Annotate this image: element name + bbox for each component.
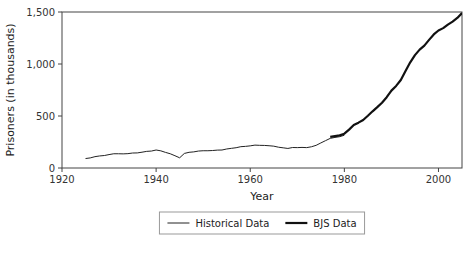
y-tick [58, 116, 62, 117]
legend-label: BJS Data [313, 218, 356, 229]
y-tick-label: 1,000 [26, 59, 55, 70]
chart: 1920 1940 1960 1980 2000 0 500 1,000 1,500 Year Pr… [0, 0, 474, 265]
legend-box [159, 212, 364, 234]
legend: Historical Data BJS Data [159, 212, 364, 234]
y-axis-label: Prisoners (in thousands) [4, 23, 17, 156]
x-tick [250, 168, 251, 172]
y-tick [58, 64, 62, 65]
legend-label: Historical Data [195, 218, 269, 229]
plot-frame [62, 12, 462, 168]
x-tick-label: 1940 [143, 174, 168, 185]
y-tick-label: 0 [49, 163, 55, 174]
x-tick-label: 1980 [332, 174, 357, 185]
series-line [330, 13, 462, 137]
y-tick-label: 500 [36, 111, 55, 122]
y-tick [58, 12, 62, 13]
y-tick-label: 1,500 [26, 7, 55, 18]
x-tick [156, 168, 157, 172]
x-tick-label: 1920 [49, 174, 74, 185]
x-tick-label: 1960 [238, 174, 263, 185]
legend-swatch [285, 222, 307, 224]
plot-area [86, 13, 462, 159]
series-line [86, 135, 345, 158]
x-tick-label: 2000 [426, 174, 451, 185]
x-tick [344, 168, 345, 172]
x-axis-label: Year [249, 190, 274, 203]
legend-swatch [167, 223, 189, 224]
x-tick [438, 168, 439, 172]
x-tick [62, 168, 63, 172]
y-tick [58, 168, 62, 169]
